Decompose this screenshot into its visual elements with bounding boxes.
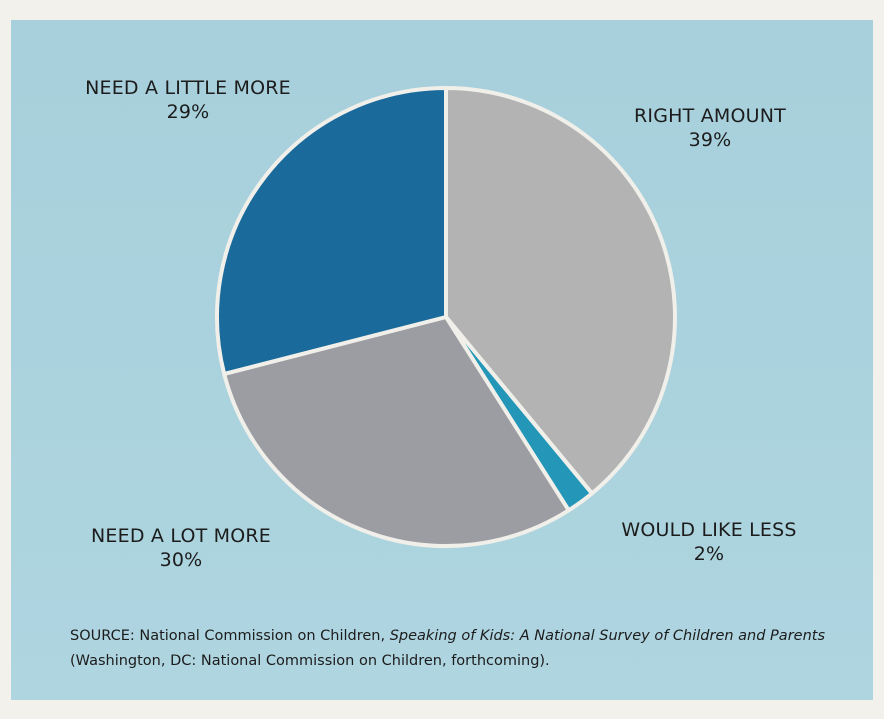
label-need-a-little-more: NEED A LITTLE MORE 29% bbox=[40, 76, 336, 124]
label-would-like-less-name: WOULD LIKE LESS bbox=[621, 519, 797, 541]
pie-slice-right-amount bbox=[444, 86, 677, 496]
label-would-like-less: WOULD LIKE LESS 2% bbox=[578, 518, 840, 566]
source-title: Speaking of Kids: A National Survey of C… bbox=[389, 628, 826, 644]
label-right-amount-value: 39% bbox=[688, 129, 732, 151]
label-need-a-lot-more-value: 30% bbox=[159, 549, 203, 571]
label-need-a-lot-more-name: NEED A LOT MORE bbox=[91, 525, 271, 547]
label-would-like-less-value: 2% bbox=[693, 543, 725, 565]
source-suffix: (Washington, DC: National Commission on … bbox=[70, 653, 550, 669]
label-need-a-little-more-value: 29% bbox=[166, 101, 210, 123]
source-prefix: SOURCE: National Commission on Children, bbox=[70, 628, 390, 644]
pie-slice-need-a-little-more bbox=[215, 86, 448, 376]
label-right-amount-name: RIGHT AMOUNT bbox=[634, 105, 786, 127]
source-note: SOURCE: National Commission on Children,… bbox=[70, 624, 850, 674]
label-right-amount: RIGHT AMOUNT 39% bbox=[588, 104, 832, 152]
label-need-a-little-more-name: NEED A LITTLE MORE bbox=[85, 77, 291, 99]
pie-slice-need-a-lot-more bbox=[222, 315, 571, 548]
label-need-a-lot-more: NEED A LOT MORE 30% bbox=[46, 524, 316, 572]
